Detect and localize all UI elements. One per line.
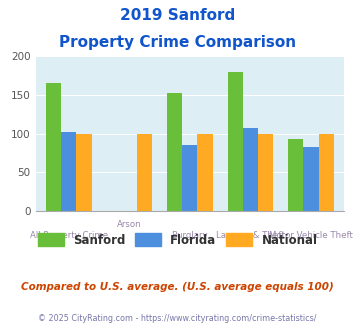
Bar	[319, 134, 334, 211]
Text: Compared to U.S. average. (U.S. average equals 100): Compared to U.S. average. (U.S. average …	[21, 282, 334, 292]
Text: All Property Crime: All Property Crime	[30, 231, 108, 240]
Bar	[228, 72, 243, 211]
Bar	[182, 145, 197, 211]
Bar	[288, 139, 304, 211]
Bar	[167, 93, 182, 211]
Bar	[243, 128, 258, 211]
Bar	[304, 147, 319, 211]
Text: Burglary: Burglary	[171, 231, 208, 240]
Bar	[137, 134, 152, 211]
Text: 2019 Sanford: 2019 Sanford	[120, 8, 235, 23]
Bar	[46, 83, 61, 211]
Bar	[258, 134, 273, 211]
Text: © 2025 CityRating.com - https://www.cityrating.com/crime-statistics/: © 2025 CityRating.com - https://www.city…	[38, 314, 317, 323]
Bar	[61, 132, 76, 211]
Text: Property Crime Comparison: Property Crime Comparison	[59, 35, 296, 50]
Text: Motor Vehicle Theft: Motor Vehicle Theft	[269, 231, 353, 240]
Bar	[76, 134, 92, 211]
Text: Larceny & Theft: Larceny & Theft	[216, 231, 285, 240]
Text: Arson: Arson	[117, 219, 142, 229]
Legend: Sanford, Florida, National: Sanford, Florida, National	[33, 229, 322, 251]
Bar	[197, 134, 213, 211]
